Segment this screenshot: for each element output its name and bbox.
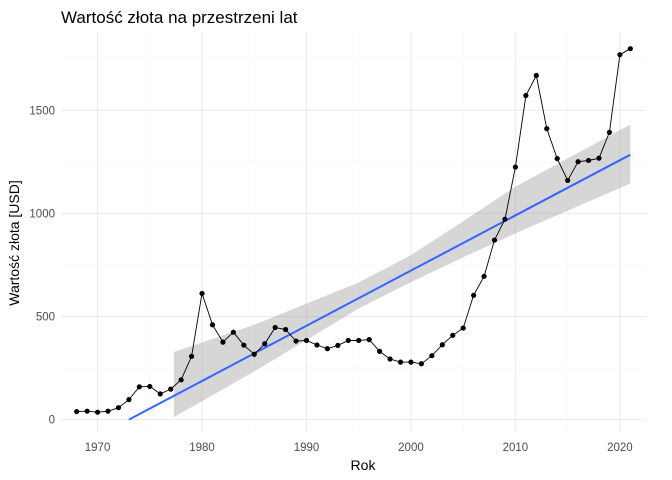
data-point: [147, 383, 153, 390]
data-point: [471, 292, 477, 298]
data-point: [408, 359, 414, 365]
x-axis-title: Rok: [351, 457, 377, 473]
data-point: [585, 157, 592, 164]
data-point: [199, 290, 205, 297]
data-point: [241, 342, 247, 348]
y-tick-label: 0: [49, 415, 55, 427]
data-point: [533, 72, 539, 79]
data-point: [94, 409, 101, 415]
data-point: [544, 126, 550, 132]
major-gridlines: [61, 32, 646, 432]
trend-line: [128, 153, 631, 421]
data-point: [627, 46, 633, 52]
y-tick-label: 500: [36, 312, 55, 324]
confidence-band-layer: [173, 124, 631, 418]
data-point: [554, 155, 560, 162]
data-point: [366, 337, 372, 343]
data-point: [136, 384, 142, 390]
chart-title: Wartość złota na przestrzeni lat: [61, 8, 298, 27]
y-axis-title: Wartość złota [USD]: [6, 180, 22, 306]
series-layer: [74, 46, 633, 415]
data-point: [356, 337, 362, 344]
data-point: [168, 386, 174, 392]
data-point: [439, 342, 445, 348]
data-point: [596, 155, 602, 161]
data-point: [157, 391, 163, 397]
data-point: [282, 326, 289, 333]
x-tick-label: 1990: [294, 442, 320, 454]
data-point: [502, 216, 508, 222]
x-tick-label: 2010: [503, 442, 529, 454]
data-point: [491, 237, 498, 243]
data-point: [418, 361, 425, 367]
data-point: [314, 342, 320, 348]
data-point: [230, 329, 236, 335]
trend-line-layer: [128, 153, 631, 421]
x-tick-label: 2000: [398, 442, 424, 454]
x-tick-label: 1980: [189, 442, 215, 454]
series-line: [76, 48, 631, 413]
data-point: [565, 177, 571, 184]
y-tick-label: 1500: [29, 105, 55, 117]
data-point: [397, 359, 404, 365]
data-point: [126, 397, 132, 403]
data-point: [617, 52, 623, 58]
data-point: [575, 159, 581, 165]
data-point: [512, 164, 519, 170]
x-tick-label: 2020: [607, 442, 633, 454]
data-point: [377, 348, 383, 354]
data-point: [606, 129, 613, 136]
data-point: [324, 346, 330, 352]
x-tick-label: 1970: [85, 442, 111, 454]
data-point: [387, 356, 393, 362]
data-point: [209, 322, 216, 328]
data-point: [105, 408, 111, 414]
data-point: [84, 408, 90, 414]
data-point: [188, 353, 195, 359]
data-point: [335, 342, 341, 349]
data-point: [450, 332, 456, 338]
data-point: [178, 377, 184, 383]
data-point: [220, 339, 226, 345]
data-point: [523, 92, 529, 99]
data-point: [460, 325, 466, 331]
data-point: [293, 338, 299, 344]
data-point: [74, 408, 80, 415]
data-point: [262, 341, 268, 347]
data-point: [115, 405, 122, 411]
tick-labels: 1970 1980 1990 2000 2010 2020 0 500 1000 1500: [29, 105, 632, 454]
data-point: [429, 353, 435, 359]
data-point: [272, 324, 278, 331]
data-point: [345, 337, 351, 344]
y-tick-label: 1000: [29, 208, 55, 220]
data-point: [303, 337, 310, 344]
confidence-band: [173, 124, 631, 418]
data-point: [481, 273, 487, 279]
data-point: [251, 351, 257, 357]
minor-gridlines: [61, 32, 646, 432]
